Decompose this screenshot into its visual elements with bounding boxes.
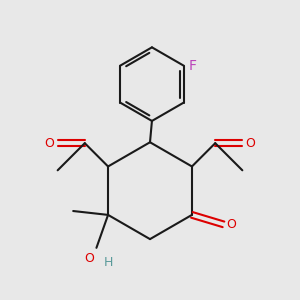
Text: O: O [85, 252, 94, 265]
Text: O: O [45, 137, 55, 150]
Text: H: H [103, 256, 113, 269]
Text: O: O [226, 218, 236, 231]
Text: F: F [188, 59, 196, 73]
Text: O: O [245, 137, 255, 150]
